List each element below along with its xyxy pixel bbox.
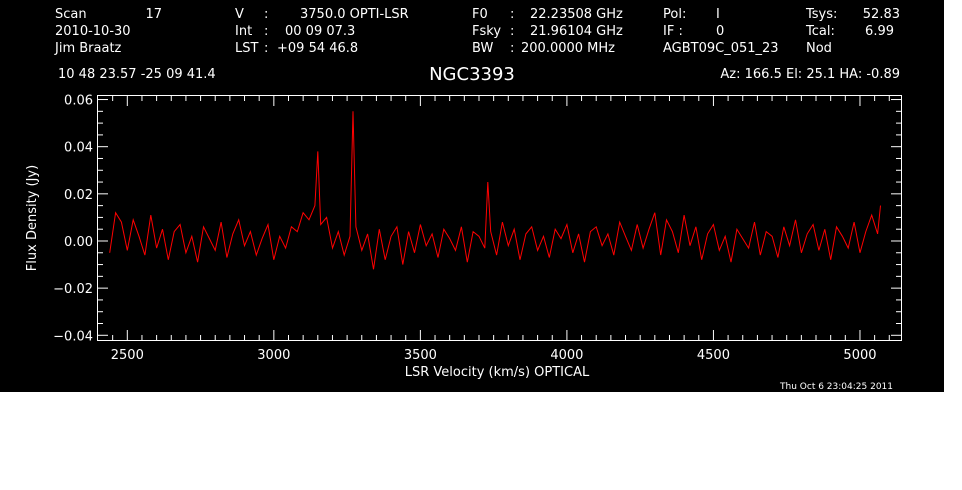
header-project-id: AGBT09C_051_23 [663,41,779,56]
y-tick-label: 0.00 [64,235,93,250]
spectrum-series-line [109,111,881,270]
header-velocity-colon: : [264,7,268,22]
header-scan-label: Scan [55,7,87,22]
header-tsys-value: 52.83 [863,7,900,22]
header-tcal-label: Tcal: [805,24,835,39]
header-observer: Jim Braatz [54,41,122,56]
header-velocity-label: V [235,7,244,22]
y-tick-label: −0.02 [53,282,93,297]
y-tick-label: 0.06 [64,94,93,109]
header-int-label: Int [235,24,252,39]
header-fsky-value: 21.96104 GHz [530,24,623,39]
x-tick-label: 3000 [257,348,290,363]
header-bw-value: 200.0000 MHz [521,41,615,56]
y-tick-label: 0.02 [64,188,93,203]
header-tsys-label: Tsys: [805,7,837,22]
header-tcal-value: 6.99 [865,24,894,39]
header-scan-number: 17 [145,7,162,22]
header-fsky-label: Fsky [472,24,501,39]
header-if-value: 0 [716,24,724,39]
plot-frame [97,95,902,341]
x-tick-label: 5000 [843,348,876,363]
header-int-colon: : [264,24,268,39]
x-tick-label: 4500 [697,348,730,363]
header-f0-label: F0 [472,7,488,22]
header-f0-colon: : [510,7,514,22]
plot-timestamp: Thu Oct 6 23:04:25 2011 [779,382,893,392]
y-tick-label: −0.04 [53,329,93,344]
x-tick-label: 4000 [550,348,583,363]
header-f0-value: 22.23508 GHz [530,7,623,22]
header-pol-value: I [716,7,720,22]
header-pol-label: Pol: [663,7,686,22]
header-fsky-colon: : [510,24,514,39]
header-lst-value: +09 54 46.8 [277,41,358,56]
header-if-label: IF : [663,24,683,39]
header-int-value: 00 09 07.3 [285,24,355,39]
axis-ticks: 2500 3000 3500 4000 4500 5000 −0.04 −0.02 0.00 0.… [53,94,901,363]
header-date: 2010-10-30 [55,24,131,39]
header-velocity-value: 3750.0 OPTI-LSR [300,7,409,22]
y-tick-label: 0.04 [64,141,93,156]
pointing-info: Az: 166.5 El: 25.1 HA: -0.89 [720,67,900,82]
header-bw-label: BW [472,41,493,56]
spectrum-trace [109,111,881,270]
header-lst-label: LST [235,41,258,56]
header-bw-colon: : [510,41,514,56]
spectrum-figure: Scan 17 2010-10-30 Jim Braatz V : 3750.0… [0,0,944,392]
y-axis-label: Flux Density (Jy) [25,165,40,271]
source-coordinates: 10 48 23.57 -25 09 41.4 [58,67,216,82]
object-name: NGC3393 [429,64,515,85]
spectrum-plot: Scan 17 2010-10-30 Jim Braatz V : 3750.0… [25,7,902,392]
x-axis-label: LSR Velocity (km/s) OPTICAL [405,365,590,380]
header-lst-colon: : [264,41,268,56]
x-tick-label: 2500 [111,348,144,363]
header-switching-mode: Nod [806,41,832,56]
x-tick-label: 3500 [404,348,437,363]
